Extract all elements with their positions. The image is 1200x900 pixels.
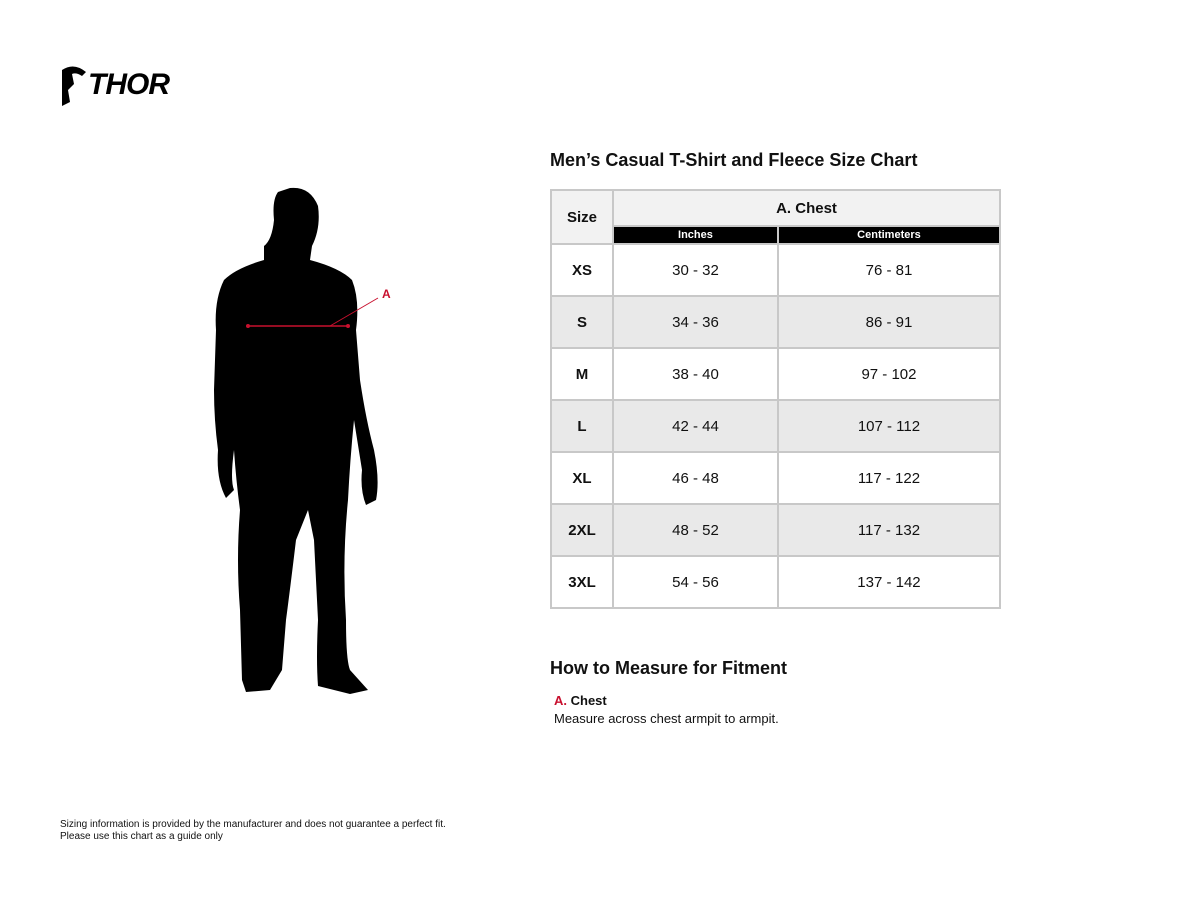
table-row: 3XL 54 - 56 137 - 142 bbox=[550, 555, 1002, 609]
size-cell: XL bbox=[550, 451, 614, 505]
size-cell: XS bbox=[550, 243, 614, 297]
inches-cell: 46 - 48 bbox=[612, 451, 779, 505]
disclaimer: Sizing information is provided by the ma… bbox=[60, 819, 446, 843]
centimeters-header: Centimeters bbox=[776, 225, 1002, 245]
howto-title: How to Measure for Fitment bbox=[550, 658, 788, 678]
table-row: S 34 - 36 86 - 91 bbox=[550, 295, 1002, 349]
centimeters-cell: 107 - 112 bbox=[776, 399, 1002, 453]
body-silhouette: A bbox=[214, 187, 391, 694]
table-row: XS 30 - 32 76 - 81 bbox=[550, 243, 1002, 297]
centimeters-cell: 137 - 142 bbox=[776, 555, 1002, 609]
table-row: M 38 - 40 97 - 102 bbox=[550, 347, 1002, 401]
thor-logo: THOR bbox=[88, 68, 170, 101]
chest-marker-label: A bbox=[382, 287, 391, 301]
inches-cell: 54 - 56 bbox=[612, 555, 779, 609]
table-row: L 42 - 44 107 - 112 bbox=[550, 399, 1002, 453]
disclaimer-line: Please use this chart as a guide only bbox=[60, 831, 223, 842]
size-header: Size bbox=[550, 189, 614, 245]
disclaimer-line: Sizing information is provided by the ma… bbox=[60, 819, 446, 830]
measure-name: Chest bbox=[570, 693, 607, 708]
size-cell: 3XL bbox=[550, 555, 614, 609]
size-cell: L bbox=[550, 399, 614, 453]
table-row: XL 46 - 48 117 - 122 bbox=[550, 451, 1002, 505]
size-cell: S bbox=[550, 295, 614, 349]
size-cell: M bbox=[550, 347, 614, 401]
measure-label: A. Chest bbox=[554, 693, 607, 708]
centimeters-cell: 97 - 102 bbox=[776, 347, 1002, 401]
centimeters-cell: 117 - 132 bbox=[776, 503, 1002, 557]
page-title: Men’s Casual T-Shirt and Fleece Size Cha… bbox=[550, 150, 918, 170]
inches-cell: 34 - 36 bbox=[612, 295, 779, 349]
inches-cell: 30 - 32 bbox=[612, 243, 779, 297]
size-table: Size A. Chest Inches Centimeters XS 30 - … bbox=[550, 189, 1002, 609]
measure-letter: A. bbox=[554, 693, 567, 708]
chest-header: A. Chest bbox=[612, 189, 1001, 227]
centimeters-cell: 76 - 81 bbox=[776, 243, 1002, 297]
size-cell: 2XL bbox=[550, 503, 614, 557]
table-row: 2XL 48 - 52 117 - 132 bbox=[550, 503, 1002, 557]
centimeters-cell: 117 - 122 bbox=[776, 451, 1002, 505]
inches-cell: 42 - 44 bbox=[612, 399, 779, 453]
thor-helmet-icon bbox=[62, 66, 86, 106]
measure-description: Measure across chest armpit to armpit. bbox=[554, 711, 779, 726]
inches-header: Inches bbox=[612, 225, 779, 245]
inches-cell: 38 - 40 bbox=[612, 347, 779, 401]
inches-cell: 48 - 52 bbox=[612, 503, 779, 557]
centimeters-cell: 86 - 91 bbox=[776, 295, 1002, 349]
